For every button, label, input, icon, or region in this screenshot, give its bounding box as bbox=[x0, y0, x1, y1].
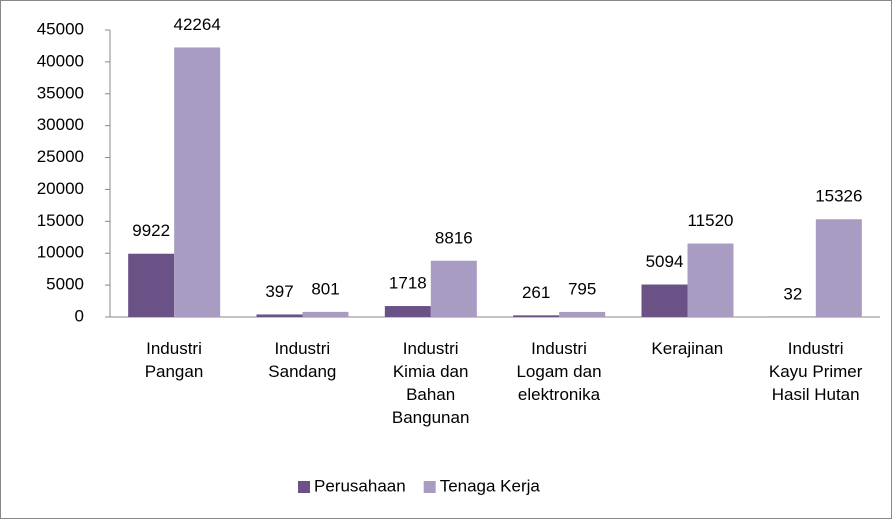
legend-label: Perusahaan bbox=[314, 476, 406, 495]
data-label: 1718 bbox=[389, 274, 427, 293]
bar bbox=[384, 306, 431, 317]
bar bbox=[687, 243, 734, 317]
y-tick-label: 45000 bbox=[37, 19, 84, 38]
data-label: 397 bbox=[265, 282, 293, 301]
legend-swatch bbox=[423, 481, 436, 493]
y-tick-label: 5000 bbox=[46, 275, 84, 294]
legend-swatch bbox=[298, 481, 310, 493]
bar bbox=[128, 253, 175, 317]
x-tick-label: Industri Logam dan elektronika bbox=[516, 339, 602, 404]
x-tick-label: Industri Kimia dan Bahan Bangunan bbox=[391, 339, 470, 427]
bar bbox=[513, 315, 560, 317]
data-label: 42264 bbox=[174, 15, 221, 34]
data-label: 795 bbox=[568, 279, 596, 298]
x-tick-label: Industri Pangan bbox=[144, 339, 204, 381]
bar bbox=[174, 47, 221, 318]
y-tick-label: 40000 bbox=[37, 51, 84, 70]
y-tick-label: 15000 bbox=[37, 211, 84, 230]
bar bbox=[815, 219, 862, 317]
bar bbox=[256, 314, 303, 317]
data-label: 261 bbox=[522, 283, 550, 302]
data-label: 32 bbox=[783, 284, 802, 303]
y-tick-label: 20000 bbox=[37, 179, 84, 198]
x-tick-label: Industri Sandang bbox=[268, 339, 337, 381]
x-tick-label: Kerajinan bbox=[651, 339, 724, 358]
y-tick-label: 30000 bbox=[37, 115, 84, 134]
y-tick-label: 25000 bbox=[37, 147, 84, 166]
data-label: 11520 bbox=[687, 211, 733, 230]
data-label: 801 bbox=[311, 279, 339, 298]
y-tick-label: 0 bbox=[75, 306, 84, 325]
legend-label: Tenaga Kerja bbox=[440, 476, 541, 495]
bar bbox=[430, 260, 477, 317]
y-tick-label: 10000 bbox=[37, 243, 84, 262]
data-label: 8816 bbox=[435, 228, 473, 247]
y-tick-label: 35000 bbox=[37, 83, 84, 102]
data-label: 5094 bbox=[646, 252, 684, 271]
bar bbox=[641, 284, 688, 317]
bar bbox=[302, 311, 349, 317]
bar bbox=[559, 311, 606, 317]
data-label: 9922 bbox=[132, 221, 170, 240]
data-label: 15326 bbox=[815, 187, 862, 206]
x-tick-label: Industri Kayu Primer Hasil Hutan bbox=[768, 339, 863, 404]
